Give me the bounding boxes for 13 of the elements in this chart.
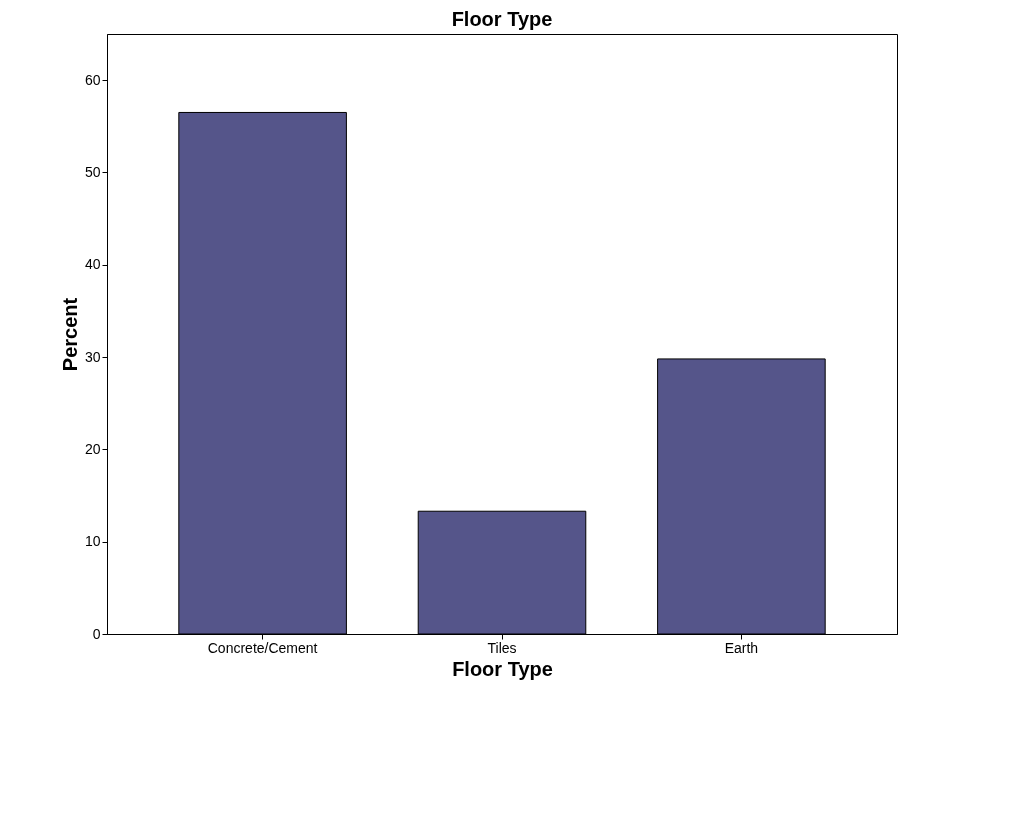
y-tick-label: 50 [84,163,101,180]
x-tick-label: Earth [724,639,759,656]
y-tick-label: 40 [84,256,101,273]
x-tick-label: Tiles [487,639,517,656]
y-axis-title: Percent [58,297,81,372]
x-axis-title: Floor Type [452,657,553,680]
x-tick-label: Concrete/Cement [207,639,318,656]
y-tick-label: 0 [92,625,101,642]
y-tick-label: 60 [84,71,101,88]
y-tick-label: 10 [84,533,101,550]
y-tick-label: 20 [84,440,101,457]
chart-title: Floor Type [451,8,553,30]
y-tick-label: 30 [84,348,101,365]
